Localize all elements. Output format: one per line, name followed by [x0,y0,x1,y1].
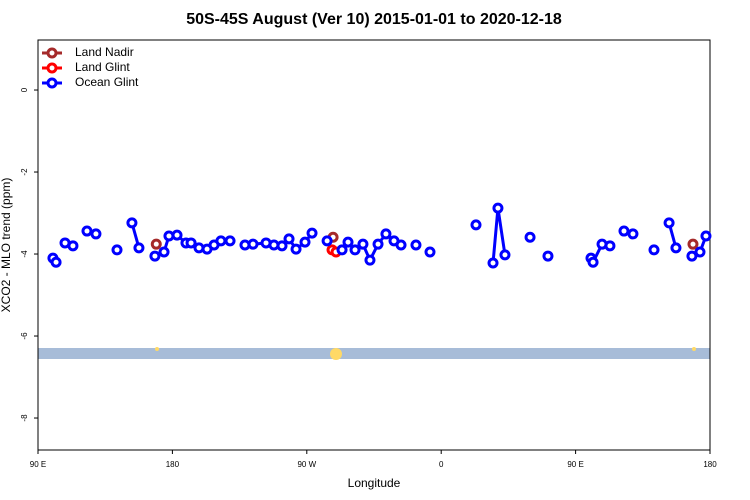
point [321,235,333,247]
point [50,256,62,268]
point [276,240,288,252]
point [150,238,162,250]
point [342,236,354,248]
point [627,228,639,240]
point [410,239,422,251]
point [487,257,499,269]
band [38,348,710,359]
x-tick-label: 90 E [30,460,46,469]
point [648,244,660,256]
point [492,202,504,214]
y-tick-label: 0 [20,87,29,92]
point [283,233,295,245]
point [158,246,170,258]
y-axis-label: XCO2 - MLO trend (ppm) [0,178,13,313]
point [604,240,616,252]
y-tick-label: -4 [20,250,29,258]
x-axis-label: Longitude [348,476,401,490]
point [290,243,302,255]
point [524,231,536,243]
point [542,250,554,262]
point [149,250,161,262]
point [171,229,183,241]
y-tick-label: -2 [20,168,29,176]
point [687,238,699,250]
marker [155,347,159,351]
legend-marker [46,47,58,59]
point [357,238,369,250]
legend-label: Land Glint [75,60,130,74]
x-tick-label: 90 E [567,460,583,469]
point [670,242,682,254]
point [372,238,384,250]
point [499,249,511,261]
point [247,238,259,250]
point [587,256,599,268]
point [349,244,361,256]
point [700,230,712,242]
point [299,236,311,248]
point [185,237,197,249]
y-tick-label: -8 [20,414,29,422]
x-tick-label: 90 W [297,460,316,469]
marker [692,347,696,351]
x-tick-label: 180 [166,460,180,469]
point [380,228,392,240]
markers [155,347,696,360]
point [618,225,630,237]
point [686,250,698,262]
point [215,235,227,247]
point [694,246,706,258]
point [364,254,376,266]
marker [330,348,342,360]
point [470,219,482,231]
legend-label: Land Nadir [75,45,134,59]
point [663,217,675,229]
chart-title: 50S-45S August (Ver 10) 2015-01-01 to 20… [186,11,562,28]
point [306,227,318,239]
legend-label: Ocean Glint [75,75,139,89]
y-tick-label: -6 [20,332,29,340]
point [224,235,236,247]
plot-frame [37,39,711,451]
point [395,239,407,251]
point [424,246,436,258]
point [336,244,348,256]
point [67,240,79,252]
legend-marker [46,62,58,74]
point [133,242,145,254]
point [90,228,102,240]
legend-marker [46,77,58,89]
point [81,225,93,237]
x-tick-label: 180 [703,460,717,469]
point [111,244,123,256]
x-tick-label: 0 [439,460,444,469]
point [126,217,138,229]
